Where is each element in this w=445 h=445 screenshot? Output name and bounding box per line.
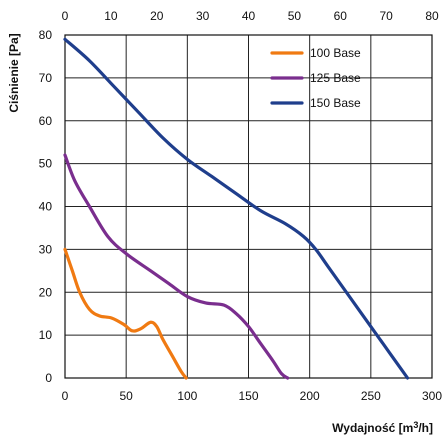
series-line-150-base	[63, 37, 410, 380]
x-top-tick-label: 70	[379, 9, 393, 23]
y-tick-label: 10	[39, 328, 53, 342]
y-axis-title: Ciśnienie [Pa]	[7, 33, 21, 112]
grid	[64, 34, 433, 379]
y-tick-label: 50	[39, 157, 53, 171]
x-bottom-tick-label: 50	[119, 389, 133, 403]
x-top-tick-label: 60	[334, 9, 348, 23]
series-line-100-base	[63, 247, 188, 380]
series-lines	[63, 37, 410, 380]
legend-label-150-base: 150 Base	[310, 96, 361, 110]
tick-labels: 0 10 20 30 40 50 60 70 80 0 50 100 150 200 250 300 0 10 20…	[39, 9, 443, 403]
y-tick-label: 60	[39, 114, 53, 128]
x-bottom-tick-label: 250	[361, 389, 381, 403]
x-bottom-tick-label: 0	[62, 389, 69, 403]
x-bottom-tick-label: 200	[300, 389, 320, 403]
y-tick-label: 20	[39, 285, 53, 299]
axes	[64, 34, 433, 379]
x-top-tick-label: 30	[196, 9, 210, 23]
x-top-tick-label: 20	[150, 9, 164, 23]
x-top-tick-label: 80	[425, 9, 439, 23]
legend-label-100-base: 100 Base	[310, 46, 361, 60]
y-tick-label: 80	[39, 28, 53, 42]
x-top-tick-label: 0	[62, 9, 69, 23]
plot-frame	[64, 34, 433, 379]
legend-label-125-base: 125 Base	[310, 71, 361, 85]
y-tick-label: 0	[45, 371, 52, 385]
series-line-125-base	[63, 153, 290, 380]
x-top-tick-label: 50	[288, 9, 302, 23]
y-tick-label: 30	[39, 242, 53, 256]
legend: 100 Base 125 Base 150 Base	[270, 46, 361, 110]
x-bottom-tick-label: 300	[422, 389, 442, 403]
x-axis-title: Wydajność [m3/h]	[332, 420, 433, 435]
y-tick-label: 70	[39, 71, 53, 85]
x-bottom-tick-label: 150	[238, 389, 258, 403]
y-tick-label: 40	[39, 200, 53, 214]
x-top-tick-label: 40	[242, 9, 256, 23]
x-bottom-tick-label: 100	[177, 389, 197, 403]
x-top-tick-label: 10	[104, 9, 118, 23]
